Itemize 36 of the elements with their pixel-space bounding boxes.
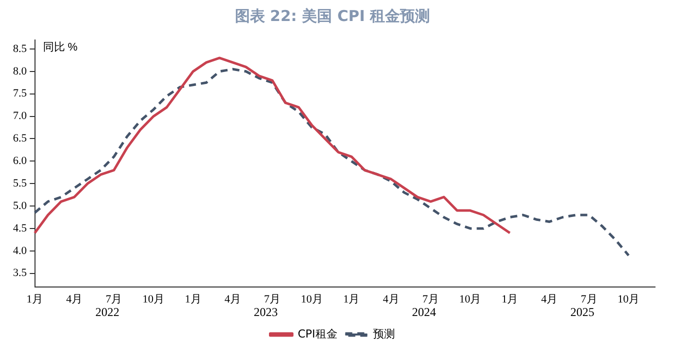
y-tick-label: 6.5	[13, 132, 28, 145]
x-tick-label: 7月	[106, 293, 122, 306]
text: 2025	[570, 305, 594, 320]
x-tick-label: 1月	[184, 293, 202, 306]
y-tick-label: 7.5	[13, 88, 28, 100]
legend-label: 预测	[372, 327, 395, 340]
y-tick-label: 7.0	[13, 110, 28, 122]
y-tick-label: 4.0	[13, 244, 28, 257]
y-tick-label: 5.0	[13, 200, 28, 212]
y-tick-label: 3.5	[13, 267, 28, 280]
x-tick-label: 1月	[343, 293, 360, 306]
text: 2024	[412, 305, 436, 320]
legend-label: CPI租金	[298, 327, 338, 340]
x-tick-label: 4月	[66, 293, 83, 306]
y-tick-label: 5.5	[13, 177, 28, 190]
x-tick-label: 4月	[224, 293, 241, 306]
y-tick-label: 8.0	[13, 65, 28, 78]
y-tick-label: 6.0	[13, 155, 28, 168]
x-tick-label: 4月	[382, 293, 400, 306]
x-tick-label: 7月	[580, 293, 598, 306]
x-tick-label: 7月	[422, 293, 439, 306]
text: 2022	[95, 305, 120, 320]
x-tick-label: 1月	[502, 293, 518, 306]
x-tick-label: 1月	[26, 293, 43, 306]
y-tick-label: 4.5	[13, 222, 28, 234]
x-tick-label: 10月	[618, 293, 640, 306]
y-axis-title: 同比 %	[42, 40, 78, 54]
line-series	[34, 68, 630, 257]
x-tick-label: 10月	[459, 293, 482, 306]
x-tick-label: 4月	[541, 293, 558, 306]
x-tick-label: 7月	[264, 293, 281, 306]
text: 2023	[254, 305, 278, 320]
y-tick-label: 8.5	[13, 42, 28, 55]
x-tick-label: 10月	[142, 293, 165, 306]
x-tick-label: 10月	[300, 293, 323, 306]
chart-title: 图表 22: 美国 CPI 租金预测	[234, 6, 430, 25]
